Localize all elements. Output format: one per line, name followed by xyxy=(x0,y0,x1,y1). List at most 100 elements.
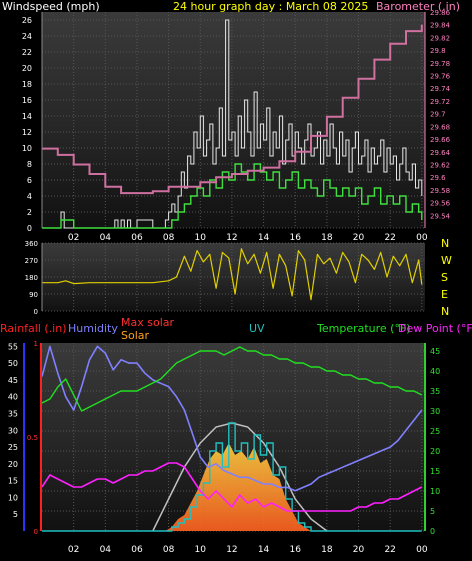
temperature-tick-label: 35 xyxy=(430,387,440,396)
barometer-tick-label: 29.8 xyxy=(430,47,446,55)
compass-label: N xyxy=(441,237,449,250)
temperature-tick-label: 0 xyxy=(430,527,435,536)
panel3-x-tick-label: 14 xyxy=(258,545,270,555)
compass-label: E xyxy=(441,288,448,301)
uv-series xyxy=(42,422,422,532)
barometer-tick-label: 29.7 xyxy=(430,111,446,119)
temperature-tick-label: 40 xyxy=(430,367,440,376)
humidity-tick-label: 10 xyxy=(8,493,18,502)
temperature-tick-label: 45 xyxy=(430,347,440,356)
panel1-x-tick-label: 14 xyxy=(258,233,270,243)
panel1-x-tick-label: 02 xyxy=(68,233,79,243)
legend-dewpoint: Dew Point (°F) xyxy=(398,322,472,335)
barometer-tick-label: 29.66 xyxy=(430,136,451,144)
panel3-x-tick-label: 00 xyxy=(416,545,428,555)
wind-tick-label: 6 xyxy=(27,176,32,185)
barometer-tick-label: 29.68 xyxy=(430,123,450,131)
solar-area xyxy=(42,443,422,531)
temperature-tick-label: 10 xyxy=(430,487,440,496)
direction-tick-label: 180 xyxy=(25,274,38,282)
wind-tick-label: 20 xyxy=(22,64,32,73)
panel1-x-tick-label: 06 xyxy=(131,233,143,243)
wind-tick-label: 0 xyxy=(27,224,32,233)
barometer-tick-label: 29.54 xyxy=(430,212,451,220)
panel1-x-tick-label: 18 xyxy=(321,233,333,243)
panel1-x-tick-label: 12 xyxy=(226,233,237,243)
legend-temperature: Temperature (°F) xyxy=(316,322,411,335)
wind-tick-label: 10 xyxy=(22,144,32,153)
rain-tick-label: 1 xyxy=(34,340,38,348)
direction-tick-label: 270 xyxy=(25,257,38,265)
humidity-tick-label: 30 xyxy=(8,426,18,435)
barometer-tick-label: 29.86 xyxy=(430,9,451,17)
direction-tick-label: 360 xyxy=(25,240,38,248)
panel3-x-tick-label: 18 xyxy=(321,545,333,555)
barometer-tick-label: 29.56 xyxy=(430,200,451,208)
legend-solar: Solar xyxy=(121,329,150,342)
humidity-tick-label: 25 xyxy=(8,443,18,452)
humidity-tick-label: 45 xyxy=(8,376,18,385)
wind-gust-series xyxy=(42,19,423,229)
temperature-tick-label: 20 xyxy=(430,447,440,456)
panel1-x-tick-label: 22 xyxy=(384,233,395,243)
humidity-tick-label: 5 xyxy=(13,510,18,519)
wind-tick-label: 26 xyxy=(22,16,32,25)
wind-tick-label: 24 xyxy=(22,32,32,41)
panel3-x-tick-label: 22 xyxy=(384,545,395,555)
barometer-tick-label: 29.78 xyxy=(430,60,450,68)
compass-label: W xyxy=(441,254,452,267)
legend-max-solar: Max solar xyxy=(121,316,174,329)
legend-humidity: Humidity xyxy=(68,322,118,335)
rain-tick-label: 0.5 xyxy=(27,434,38,442)
panel3-x-tick-label: 10 xyxy=(195,545,207,555)
direction-tick-label: 90 xyxy=(29,291,38,299)
temperature-series xyxy=(41,346,423,412)
wind-tick-label: 14 xyxy=(22,112,32,121)
wind-tick-label: 18 xyxy=(22,80,32,89)
legend-rainfall: Rainfall (.in) xyxy=(0,322,67,335)
barometer-tick-label: 29.72 xyxy=(430,98,450,106)
wind-axis-title: Windspeed (mph) xyxy=(2,0,100,13)
wind-tick-label: 12 xyxy=(22,128,32,137)
direction-tick-label: 0 xyxy=(34,308,38,316)
panel3-x-tick-label: 12 xyxy=(226,545,237,555)
barometer-tick-label: 29.64 xyxy=(430,149,451,157)
panel1-x-tick-label: 08 xyxy=(163,233,175,243)
wind-average-series xyxy=(42,163,423,229)
barometer-tick-label: 29.58 xyxy=(430,187,450,195)
graph-title: 24 hour graph day : March 08 2025 xyxy=(173,0,368,13)
humidity-tick-label: 35 xyxy=(8,410,18,419)
humidity-series xyxy=(41,345,423,492)
wind-tick-label: 8 xyxy=(27,160,32,169)
humidity-tick-label: 15 xyxy=(8,477,18,486)
humidity-tick-label: 40 xyxy=(8,393,18,402)
wind-tick-label: 22 xyxy=(22,48,32,57)
temperature-tick-label: 25 xyxy=(430,427,440,436)
rain-tick-label: 0 xyxy=(34,528,38,536)
temperature-tick-label: 30 xyxy=(430,407,440,416)
barometer-axis-title: Barometer (.in) xyxy=(376,0,460,13)
humidity-tick-label: 50 xyxy=(8,359,18,368)
panel1-x-tick-label: 10 xyxy=(195,233,207,243)
barometer-tick-label: 29.74 xyxy=(430,85,451,93)
compass-label: N xyxy=(441,305,449,318)
barometer-tick-label: 29.82 xyxy=(430,34,450,42)
temperature-tick-label: 15 xyxy=(430,467,440,476)
panel1-x-tick-label: 00 xyxy=(416,233,428,243)
wind-tick-label: 16 xyxy=(22,96,32,105)
panel1-x-tick-label: 20 xyxy=(353,233,365,243)
max-solar-series xyxy=(152,422,328,532)
wind-direction-series xyxy=(42,248,423,301)
dewpoint-series xyxy=(41,462,423,512)
wind-tick-label: 4 xyxy=(27,192,32,201)
barometer-tick-label: 29.62 xyxy=(430,161,450,169)
compass-label: S xyxy=(441,271,448,284)
panel3-x-tick-label: 20 xyxy=(353,545,365,555)
legend-uv: UV xyxy=(249,322,265,335)
barometer-tick-label: 29.84 xyxy=(430,22,451,30)
panel3-x-tick-label: 04 xyxy=(100,545,112,555)
panel3-x-tick-label: 02 xyxy=(68,545,79,555)
panel3-x-tick-label: 16 xyxy=(289,545,301,555)
